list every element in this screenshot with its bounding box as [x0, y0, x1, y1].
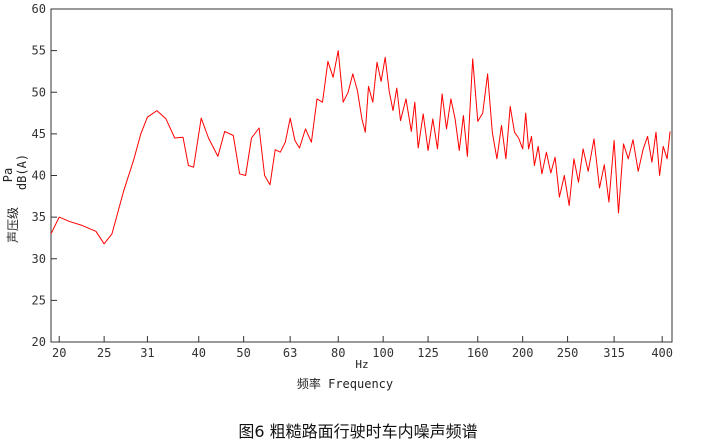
x-tick-label: 63	[283, 346, 297, 360]
plot-area-frame	[50, 8, 673, 343]
x-axis-label: 频率 Frequency	[297, 376, 393, 391]
y-axis-unit-top: Pa	[1, 168, 15, 182]
x-axis-ticks: 20 25 31 40 50 63 80 100 125 160 200 250 315 400	[52, 336, 673, 360]
y-tick-label: 35	[32, 210, 46, 224]
x-tick-label: 25	[97, 346, 111, 360]
y-tick-label: 40	[32, 169, 46, 183]
series-layer	[50, 50, 671, 245]
x-tick-label: 20	[52, 346, 66, 360]
x-tick-label: 100	[372, 346, 394, 360]
y-tick-label: 45	[32, 127, 46, 141]
y-axis-ticks: 20 25 30 35 40 45 50 55 60	[32, 2, 57, 349]
x-tick-label: 31	[140, 346, 154, 360]
x-tick-label: 400	[651, 346, 673, 360]
x-tick-label: 125	[417, 346, 439, 360]
series-line	[50, 50, 671, 245]
y-tick-label: 20	[32, 335, 46, 349]
y-tick-label: 55	[32, 44, 46, 58]
x-tick-label: 40	[192, 346, 206, 360]
figure-caption: 图6 粗糙路面行驶时车内噪声频谱	[238, 422, 477, 441]
x-tick-label: 315	[603, 346, 625, 360]
x-tick-label: 80	[331, 346, 345, 360]
x-tick-label: 160	[467, 346, 489, 360]
y-axis-label: 声压级	[6, 207, 20, 243]
y-tick-label: 60	[32, 2, 46, 16]
x-axis-unit: Hz	[355, 358, 368, 371]
x-tick-label: 200	[512, 346, 534, 360]
y-tick-label: 50	[32, 85, 46, 99]
x-tick-label: 250	[557, 346, 579, 360]
y-axis-unit: dB(A)	[15, 154, 29, 190]
y-tick-label: 25	[32, 293, 46, 307]
x-tick-label: 50	[236, 346, 250, 360]
y-tick-label: 30	[32, 252, 46, 266]
